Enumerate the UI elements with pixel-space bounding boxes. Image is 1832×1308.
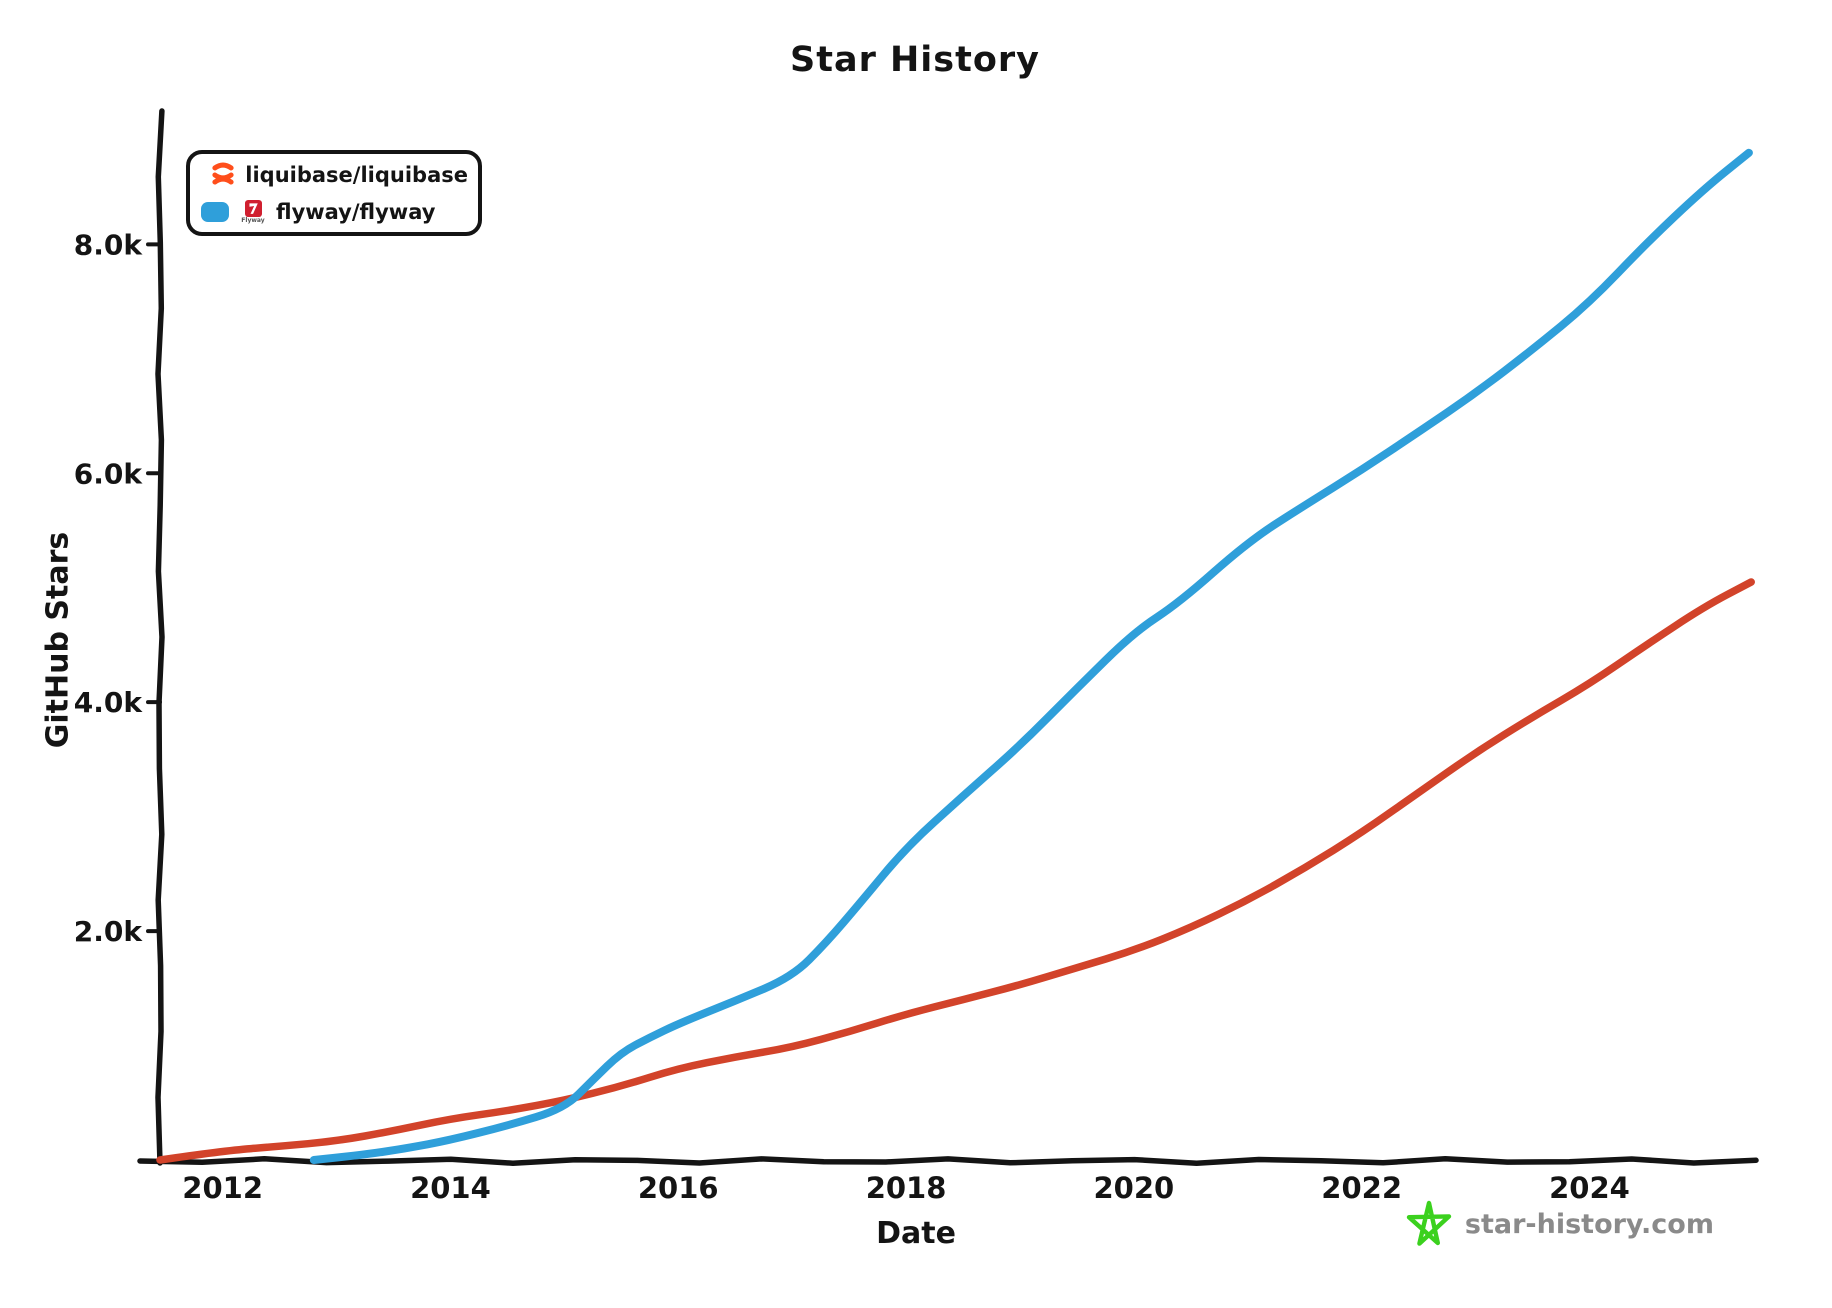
legend-repo-name: liquibase/liquibase [245,162,468,187]
x-tick-label: 2018 [866,1171,947,1205]
y-axis-line [155,108,165,1166]
x-axis-line [137,1156,1759,1166]
star-doodle-icon [1406,1200,1452,1246]
y-tick-label: 4.0k [74,686,144,719]
series-line-flyway [309,148,1753,1164]
x-tick-label: 2022 [1321,1171,1402,1205]
watermark-url: star-history.com [1464,1208,1714,1240]
y-tick-label: 2.0k [74,915,144,948]
legend-repo-name: flyway/flyway [276,199,436,224]
liquibase-series-swatch [201,169,202,180]
x-tick-label: 2020 [1093,1171,1174,1205]
axis-ticks: 2.0k 4.0k 6.0k 8.0k 2012 2014 2016 2018 2020 2022… [74,228,1630,1205]
series-lines [156,148,1755,1164]
x-axis-label: Date [876,1216,956,1251]
axes [137,108,1759,1166]
x-tick-label: 2016 [638,1171,719,1205]
y-tick-label: 6.0k [74,457,144,490]
liquibase-coil-logo-icon [210,162,236,188]
flyway-logo-caption: Flyway [241,216,265,224]
flyway-arrow-logo-icon: Flyway [239,199,267,224]
x-tick-label: 2012 [182,1171,263,1205]
y-tick-label: 8.0k [74,228,144,261]
y-axis-label: GitHub Stars [40,531,76,749]
star-history-watermark: star-history.com [1405,1200,1714,1248]
series-line-liquibase [156,578,1755,1164]
page-title: Star History [790,40,1040,80]
x-tick-label: 2014 [410,1171,491,1205]
legend: liquibase/liquibase Flyway flyway/flyway [186,150,482,236]
legend-item-liquibase: liquibase/liquibase [200,158,468,191]
flyway-series-swatch [201,201,229,222]
x-tick-label: 2024 [1549,1171,1630,1205]
legend-item-flyway: Flyway flyway/flyway [200,195,468,228]
